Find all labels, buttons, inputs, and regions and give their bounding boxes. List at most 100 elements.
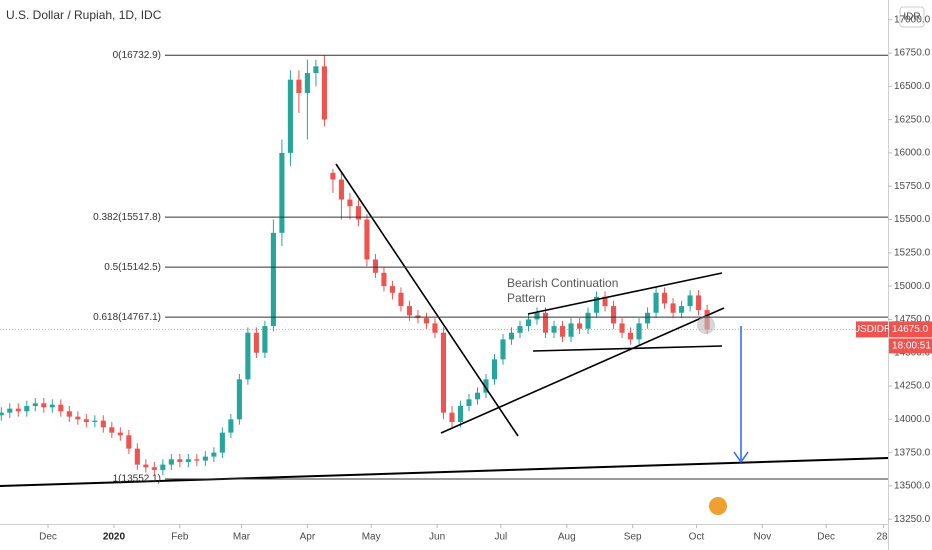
y-tick-label: 15500.0 bbox=[894, 214, 931, 225]
candle-body bbox=[245, 332, 251, 380]
candle-body bbox=[687, 295, 693, 307]
x-tick-label: Aug bbox=[558, 532, 576, 543]
candle-body bbox=[185, 459, 191, 462]
currency-button[interactable] bbox=[899, 6, 925, 28]
candle-body bbox=[670, 303, 676, 313]
candle-body bbox=[551, 326, 557, 333]
down-trend-line bbox=[335, 163, 519, 437]
candle-body bbox=[593, 296, 600, 313]
candle-body bbox=[517, 326, 523, 333]
candle-body bbox=[534, 312, 540, 320]
x-tick-label: 28 bbox=[876, 532, 888, 543]
x-tick-label: May bbox=[362, 532, 381, 543]
drawings bbox=[0, 54, 889, 515]
channel-upper-line bbox=[527, 272, 723, 315]
candle-body bbox=[0, 412, 4, 416]
candle-body bbox=[211, 452, 217, 457]
last-price-label: 14675.0 bbox=[892, 324, 929, 335]
candle-body bbox=[228, 419, 234, 433]
channel-lower-line bbox=[532, 345, 723, 352]
x-tick-label: Mar bbox=[233, 532, 251, 543]
candle-body bbox=[194, 459, 200, 461]
y-tick-label: 14000.0 bbox=[894, 414, 931, 425]
candle-body bbox=[602, 296, 608, 307]
symbol-label: USDIDR bbox=[853, 324, 891, 335]
candle-body bbox=[542, 312, 549, 333]
candle-body bbox=[364, 219, 370, 260]
fib-label: 0.382(15517.8) bbox=[93, 212, 161, 223]
y-tick-label: 16250.0 bbox=[894, 114, 931, 125]
candle-body bbox=[474, 392, 481, 400]
y-tick-label: 13750.0 bbox=[894, 447, 931, 458]
candle-body bbox=[66, 411, 72, 417]
candle-body bbox=[457, 405, 464, 422]
candle-body bbox=[15, 408, 21, 412]
candle-body bbox=[313, 66, 319, 73]
candle-body bbox=[568, 323, 574, 337]
fib-label: 0(16732.9) bbox=[113, 50, 161, 61]
y-tick-label: 14750.0 bbox=[894, 314, 931, 325]
x-tick-label: Dec bbox=[817, 532, 835, 543]
annotation: Bearish Continuation bbox=[507, 276, 618, 290]
fib-label: 1(13552.1) bbox=[113, 474, 161, 485]
candle-body bbox=[483, 379, 489, 393]
candle-body bbox=[134, 448, 140, 465]
x-tick-label: Oct bbox=[689, 532, 705, 543]
countdown-label: 18:00:51 bbox=[892, 341, 931, 352]
wedge-lower-line bbox=[440, 307, 725, 434]
y-tick-label: 15250.0 bbox=[894, 247, 931, 258]
x-tick-label: Sep bbox=[624, 532, 642, 543]
x-tick-label: Feb bbox=[171, 532, 189, 543]
candle-body bbox=[491, 359, 498, 380]
candle-body bbox=[508, 332, 515, 340]
candle-body bbox=[372, 259, 378, 273]
support-line bbox=[0, 457, 889, 487]
symbol-box bbox=[856, 321, 888, 338]
candle-body bbox=[151, 467, 157, 470]
y-tick-label: 16000.0 bbox=[894, 148, 931, 159]
y-tick-label: 15750.0 bbox=[894, 181, 931, 192]
candle-body bbox=[49, 404, 55, 408]
candle-body bbox=[75, 416, 81, 420]
candle-body bbox=[398, 292, 404, 307]
fib-label: 0.5(15142.5) bbox=[104, 262, 161, 273]
x-tick-label: Apr bbox=[300, 532, 316, 543]
candle-body bbox=[262, 326, 268, 353]
candle-body bbox=[7, 408, 13, 413]
candle-body bbox=[432, 323, 438, 333]
candle-body bbox=[126, 435, 132, 449]
candle-body bbox=[117, 432, 123, 436]
event-icon[interactable] bbox=[709, 497, 727, 515]
candle-body bbox=[406, 306, 413, 316]
marker bbox=[697, 316, 715, 334]
candle-body bbox=[177, 459, 183, 462]
candle-body bbox=[440, 332, 447, 413]
candle-body bbox=[389, 286, 395, 293]
candle-body bbox=[559, 326, 566, 337]
candle-body bbox=[279, 152, 285, 233]
y-tick-label: 14250.0 bbox=[894, 381, 931, 392]
chart-title: U.S. Dollar / Rupiah, 1D, IDC bbox=[6, 8, 162, 22]
candle-body bbox=[347, 199, 353, 207]
candle-body bbox=[100, 420, 106, 428]
plot-area bbox=[0, 55, 888, 476]
candle-body bbox=[143, 464, 149, 468]
annotation: Pattern bbox=[507, 291, 546, 305]
candle-body bbox=[296, 79, 302, 93]
candle-body bbox=[645, 312, 651, 324]
x-tick-label: 2020 bbox=[103, 532, 126, 543]
candle-body bbox=[338, 179, 344, 200]
candle-body bbox=[636, 323, 642, 340]
candle-body bbox=[287, 79, 293, 153]
y-tick-label: 17000.0 bbox=[894, 14, 931, 25]
x-tick-label: Jul bbox=[494, 532, 507, 543]
candle-body bbox=[109, 427, 115, 433]
candle-body bbox=[83, 419, 89, 422]
candle-body bbox=[168, 459, 174, 465]
y-tick-label: 13500.0 bbox=[894, 481, 931, 492]
x-tick-label: Dec bbox=[39, 532, 57, 543]
countdown-box bbox=[889, 338, 932, 354]
candle-body bbox=[449, 412, 455, 422]
currency[interactable]: IDR bbox=[903, 12, 920, 23]
